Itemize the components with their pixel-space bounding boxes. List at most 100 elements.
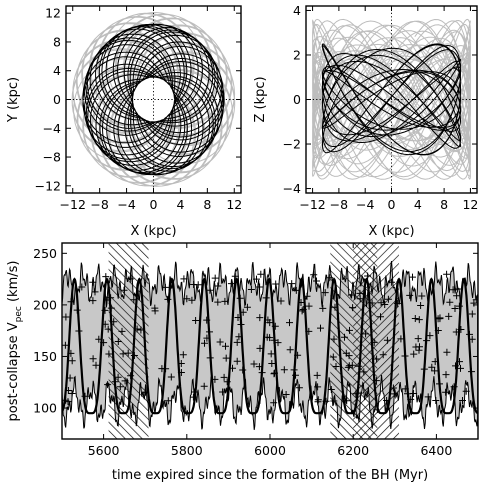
scatter-point (321, 289, 329, 297)
orbit-xz-y-label: Z (kpc) (253, 76, 268, 122)
velocity-x-tick-label: 5600 (88, 443, 120, 458)
scatter-point (227, 280, 235, 288)
scatter-point (200, 382, 208, 390)
velocity-x-label: time expired since the formation of the … (112, 468, 428, 483)
scatter-point (89, 355, 97, 363)
scatter-point (327, 386, 335, 393)
scatter-point (267, 350, 275, 358)
scatter-point (282, 391, 290, 398)
scatter-point (89, 278, 97, 286)
scatter-point (231, 272, 239, 280)
velocity-x-tick-label: 6200 (337, 443, 369, 458)
orbit-xz-x-tick-label: −8 (330, 197, 348, 212)
scatter-point (360, 368, 368, 376)
velocity-x-ticks: 5600 5800 6000 6200 6400 (88, 243, 452, 458)
scatter-point (124, 349, 132, 357)
scatter-point (314, 383, 322, 391)
scatter-point (319, 304, 327, 312)
scatter-point (364, 272, 372, 280)
scatter-point (449, 286, 457, 294)
scatter-point (348, 361, 356, 369)
scatter-point (104, 381, 112, 389)
orbit-xz-y-tick-label: −4 (283, 181, 301, 196)
orbit-xz-y-tick-label: −2 (283, 137, 301, 152)
scatter-point (416, 343, 423, 351)
scatter-point (121, 377, 129, 385)
scatter-point (280, 366, 288, 374)
orbit-xz-y-tick-label: 2 (293, 47, 301, 62)
scatter-point (120, 286, 128, 294)
scatter-point (443, 270, 451, 278)
velocity-curve (62, 277, 478, 415)
scatter-point (377, 313, 384, 321)
velocity-y-tick-label: 100 (33, 401, 57, 416)
scatter-point (330, 335, 338, 343)
velocity-scatter-points (62, 270, 478, 407)
scatter-point (345, 352, 353, 360)
scatter-point (222, 342, 229, 350)
scatter-point (161, 283, 169, 291)
scatter-point (188, 296, 196, 304)
scatter-point (457, 364, 464, 372)
orbit-xy-y-tick-label: 4 (53, 63, 61, 78)
scatter-point (383, 336, 391, 344)
scatter-point (346, 326, 353, 334)
scatter-point (216, 338, 224, 346)
scatter-point (78, 283, 86, 291)
scatter-point (119, 350, 127, 358)
scatter-point (222, 354, 230, 362)
velocity-y-tick-label: 200 (33, 297, 57, 312)
orbit-xy-x-tick-label: 0 (150, 197, 158, 212)
orbit-xy-x-ticks: −12 −8 −4 0 4 8 12 (60, 6, 242, 212)
scatter-point (243, 303, 251, 311)
orbit-xy-y-tick-label: −12 (35, 178, 61, 193)
orbit-xy-x-tick-label: −4 (117, 197, 135, 212)
scatter-point (314, 398, 322, 406)
orbit-xy-y-tick-label: −8 (43, 150, 61, 165)
scatter-point (417, 302, 425, 309)
scatter-point (257, 270, 265, 278)
scatter-point (446, 298, 454, 306)
scatter-point (220, 373, 228, 381)
scatter-point (114, 373, 122, 381)
scatter-point (253, 275, 260, 283)
scatter-point (68, 390, 76, 397)
scatter-point (277, 297, 285, 305)
scatter-point (91, 288, 99, 296)
scatter-point (384, 295, 392, 303)
velocity-y-label-main: post-collapse V (6, 322, 21, 421)
scatter-point (410, 350, 418, 358)
scatter-point (118, 327, 126, 335)
scatter-point (411, 315, 419, 322)
orbit-xy-y-tick-label: −4 (43, 121, 61, 136)
orbit-xy-x-tick-label: 12 (226, 197, 242, 212)
scatter-point (329, 353, 337, 361)
scatter-point (330, 397, 338, 405)
scatter-point (286, 319, 293, 327)
scatter-point (418, 292, 426, 300)
orbit-xy-frame (65, 5, 242, 194)
orbit-xy-black-series (82, 23, 225, 176)
scatter-point (313, 277, 320, 285)
scatter-point (92, 361, 100, 369)
scatter-point (442, 371, 450, 379)
orbit-xy-x-tick-label: 8 (203, 197, 211, 212)
scatter-point (164, 397, 172, 405)
scatter-point (356, 289, 364, 297)
orbit-xz-x-label: X (kpc) (368, 224, 414, 239)
scatter-point (211, 274, 219, 282)
scatter-point (377, 299, 385, 307)
orbit-xy-y-ticks: −12 −8 −4 0 4 8 12 (35, 6, 241, 193)
orbit-xz-x-tick-label: 12 (462, 197, 478, 212)
scatter-point (219, 388, 227, 396)
scatter-point (256, 314, 264, 322)
scatter-point (286, 346, 294, 354)
scatter-point (192, 317, 200, 324)
orbit-xz-x-tick-label: −4 (356, 197, 374, 212)
scatter-point (62, 313, 70, 321)
scatter-point (442, 388, 450, 396)
scatter-point (183, 295, 191, 303)
scatter-point (317, 324, 324, 332)
orbit-xz-frame (305, 5, 478, 194)
panel-orbit-xz: −12 −8 −4 0 4 8 12 −4 −2 0 2 4 X (kpc) Z (kpc) (253, 3, 478, 239)
